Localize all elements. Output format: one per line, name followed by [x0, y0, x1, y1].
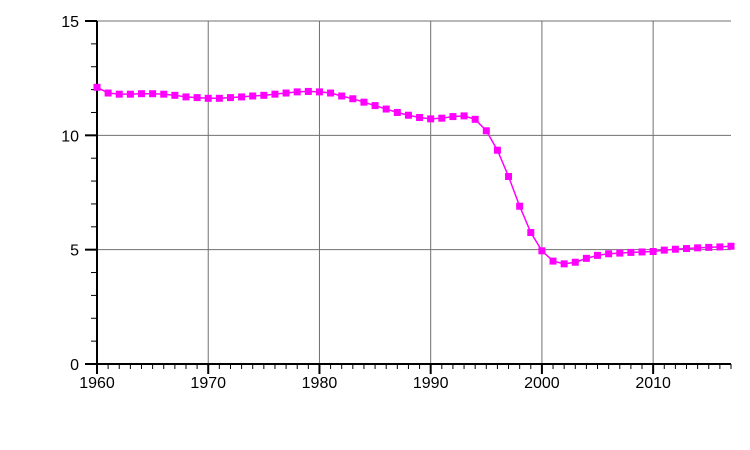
data-point	[416, 113, 424, 121]
data-point	[493, 146, 501, 154]
data-point	[327, 89, 335, 97]
axes	[96, 21, 731, 365]
x-tick-label: 1990	[413, 375, 449, 392]
data-point	[382, 105, 390, 113]
data-point	[671, 245, 679, 253]
data-point	[616, 249, 624, 257]
x-tick-label: 1970	[190, 375, 226, 392]
data-point	[315, 88, 323, 96]
data-point	[427, 115, 435, 123]
series	[93, 83, 735, 268]
data-point	[649, 247, 657, 255]
tick-labels: 1960 1970 1980 1990 2000 2010 0 5 10 15	[61, 14, 671, 392]
data-point	[482, 127, 490, 135]
data-point	[627, 248, 635, 256]
x-tick-label: 2000	[524, 375, 560, 392]
data-point	[505, 172, 513, 180]
data-point	[705, 243, 713, 251]
data-point	[527, 229, 535, 237]
data-point	[137, 90, 145, 98]
data-point	[215, 94, 223, 102]
data-point	[582, 254, 590, 262]
data-point	[338, 92, 346, 100]
data-point	[716, 243, 724, 251]
data-point	[360, 98, 368, 106]
data-point	[460, 112, 468, 120]
data-point	[93, 83, 101, 91]
data-point	[271, 90, 279, 98]
series-line	[96, 86, 732, 265]
data-point	[238, 93, 246, 101]
ticks	[85, 20, 732, 374]
data-point	[349, 95, 357, 103]
data-point	[171, 91, 179, 99]
data-point	[438, 114, 446, 122]
data-point	[594, 251, 602, 259]
data-point	[683, 245, 691, 253]
data-point	[226, 94, 234, 102]
data-point	[660, 246, 668, 254]
y-tick-label: 10	[61, 128, 79, 145]
data-point	[449, 113, 457, 121]
data-point	[193, 94, 201, 102]
data-point	[404, 111, 412, 119]
data-point	[571, 258, 579, 266]
data-point	[260, 91, 268, 99]
data-point	[560, 260, 568, 268]
data-point	[182, 93, 190, 101]
data-point	[538, 247, 546, 255]
data-point	[694, 244, 702, 252]
y-tick-label: 0	[70, 357, 79, 374]
data-point	[126, 90, 134, 98]
data-point	[304, 87, 312, 95]
data-point	[393, 108, 401, 116]
data-point	[516, 202, 524, 210]
data-point	[115, 90, 123, 98]
data-point	[160, 90, 168, 98]
data-point	[204, 94, 212, 102]
data-point	[104, 89, 112, 97]
data-point	[549, 257, 557, 265]
data-point	[638, 248, 646, 256]
x-tick-label: 1960	[79, 375, 115, 392]
data-point	[249, 92, 257, 100]
y-tick-label: 15	[61, 14, 79, 31]
data-point	[149, 90, 157, 98]
y-tick-label: 5	[70, 243, 79, 260]
x-tick-label: 1980	[302, 375, 338, 392]
grid	[97, 20, 731, 364]
data-point	[371, 102, 379, 110]
data-point	[282, 89, 290, 97]
data-point	[471, 115, 479, 123]
data-point	[293, 88, 301, 96]
data-point	[605, 250, 613, 258]
x-tick-label: 2010	[635, 375, 671, 392]
data-point	[727, 242, 735, 250]
